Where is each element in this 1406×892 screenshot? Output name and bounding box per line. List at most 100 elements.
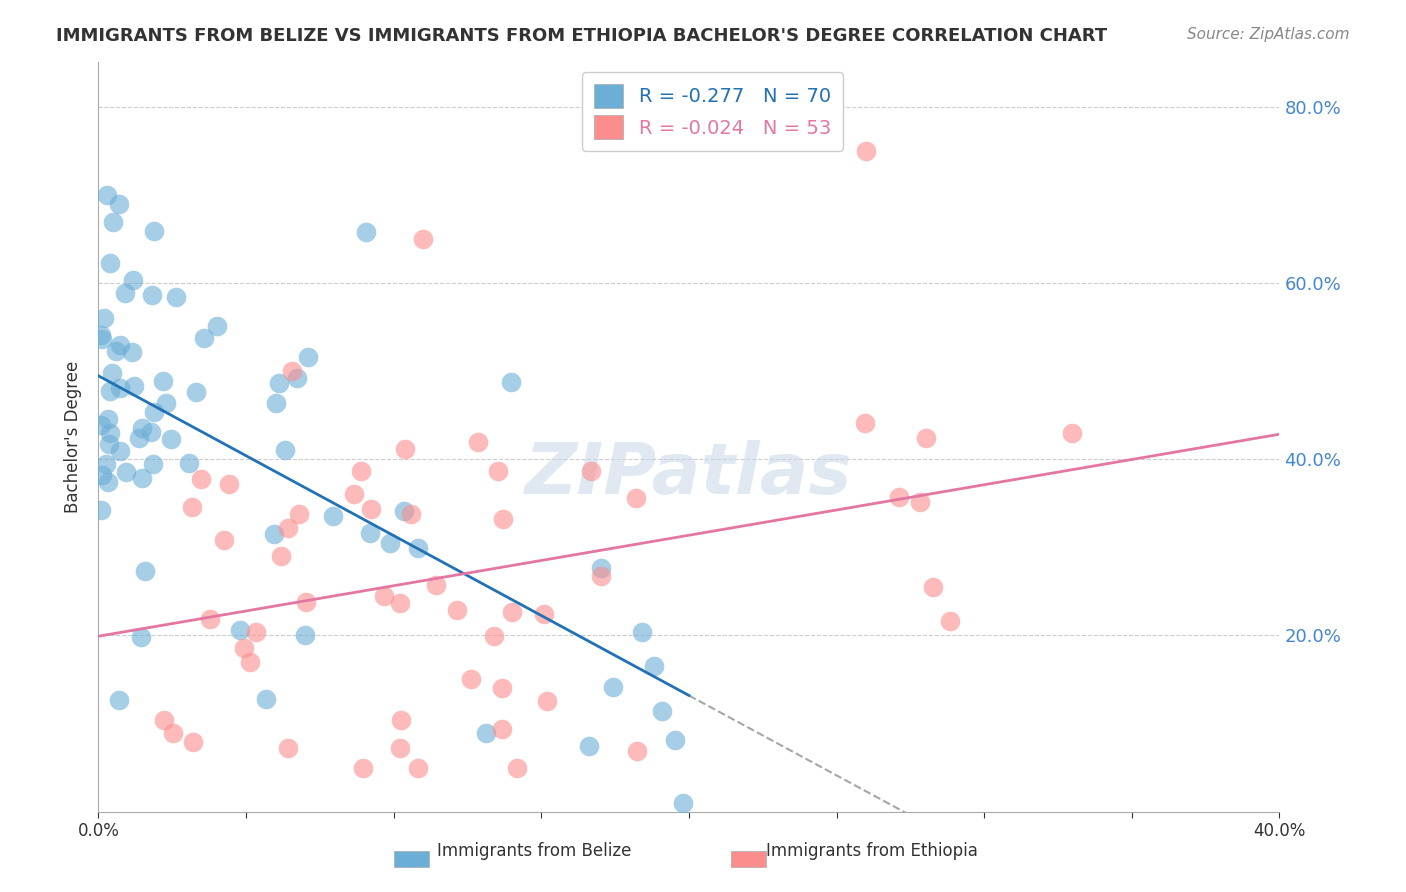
Point: [233, 640, 256, 655]
Point: [280, 364, 302, 378]
Point: [93, 311, 115, 326]
Point: [492, 512, 515, 526]
Point: [200, 612, 222, 626]
Point: [121, 273, 143, 287]
Point: [501, 605, 523, 619]
Point: [922, 580, 945, 594]
Point: [100, 256, 122, 270]
Point: [107, 197, 129, 211]
Point: [193, 331, 215, 345]
Point: [91, 332, 114, 346]
Point: [131, 471, 153, 485]
Point: [467, 434, 489, 449]
Point: [142, 224, 165, 238]
Point: [141, 288, 163, 302]
Point: [672, 796, 695, 810]
Point: [287, 371, 309, 385]
Point: [939, 615, 962, 629]
Point: [100, 426, 122, 441]
Point: [245, 624, 267, 639]
Point: [643, 659, 665, 673]
Point: [129, 630, 152, 644]
Point: [263, 527, 285, 541]
Point: [101, 215, 124, 229]
Point: [352, 761, 374, 775]
Point: [152, 374, 174, 388]
Point: [277, 740, 299, 755]
Point: [179, 456, 201, 470]
Point: [91, 467, 114, 482]
Point: [108, 338, 131, 352]
Point: [359, 525, 381, 540]
Point: [491, 722, 513, 736]
Point: [297, 351, 319, 365]
Point: [651, 704, 673, 718]
Y-axis label: Bachelor's Degree: Bachelor's Degree: [65, 361, 83, 513]
Point: [486, 464, 509, 478]
Legend: R = -0.277   N = 70, R = -0.024   N = 53: R = -0.277 N = 70, R = -0.024 N = 53: [582, 72, 842, 151]
Point: [399, 507, 422, 521]
Point: [181, 500, 204, 515]
Point: [475, 725, 498, 739]
Point: [105, 343, 128, 358]
Point: [392, 504, 415, 518]
Point: [205, 319, 228, 334]
Point: [155, 396, 177, 410]
Point: [115, 466, 138, 480]
Point: [184, 384, 207, 399]
Point: [110, 381, 132, 395]
Point: [98, 384, 121, 399]
Text: IMMIGRANTS FROM BELIZE VS IMMIGRANTS FROM ETHIOPIA BACHELOR'S DEGREE CORRELATION: IMMIGRANTS FROM BELIZE VS IMMIGRANTS FRO…: [56, 27, 1108, 45]
Point: [97, 475, 120, 489]
Point: [90, 503, 112, 517]
Point: [160, 432, 183, 446]
Point: [114, 286, 136, 301]
Point: [855, 144, 877, 158]
Point: [664, 732, 686, 747]
Point: [181, 735, 204, 749]
Point: [389, 596, 412, 610]
Point: [360, 501, 382, 516]
Text: Source: ZipAtlas.com: Source: ZipAtlas.com: [1187, 27, 1350, 42]
Point: [626, 491, 648, 506]
Point: [162, 726, 184, 740]
Point: [1060, 425, 1083, 440]
Point: [910, 494, 932, 508]
Point: [214, 533, 236, 547]
Point: [499, 375, 522, 389]
Point: [287, 507, 309, 521]
Point: [394, 442, 416, 457]
Point: [98, 437, 121, 451]
Point: [128, 431, 150, 445]
Point: [229, 623, 252, 637]
Point: [218, 477, 240, 491]
Point: [322, 509, 344, 524]
Point: [378, 535, 401, 549]
Point: [915, 431, 938, 445]
Point: [143, 405, 166, 419]
Point: [295, 595, 318, 609]
Text: Immigrants from Ethiopia: Immigrants from Ethiopia: [766, 842, 977, 860]
Point: [406, 761, 429, 775]
Point: [190, 472, 212, 486]
Point: [578, 739, 600, 754]
Point: [108, 444, 131, 458]
Point: [274, 443, 297, 458]
Point: [350, 464, 373, 478]
Point: [94, 457, 117, 471]
Point: [90, 417, 112, 432]
Point: [579, 464, 602, 478]
Point: [267, 376, 290, 390]
Point: [264, 396, 287, 410]
Point: [343, 487, 366, 501]
Point: [124, 379, 146, 393]
Point: [425, 577, 447, 591]
Point: [533, 607, 555, 622]
Point: [889, 490, 911, 504]
Point: [631, 625, 654, 640]
Point: [591, 561, 613, 575]
Point: [90, 328, 112, 343]
Text: Immigrants from Belize: Immigrants from Belize: [437, 842, 631, 860]
Point: [602, 680, 624, 694]
Point: [142, 457, 165, 471]
